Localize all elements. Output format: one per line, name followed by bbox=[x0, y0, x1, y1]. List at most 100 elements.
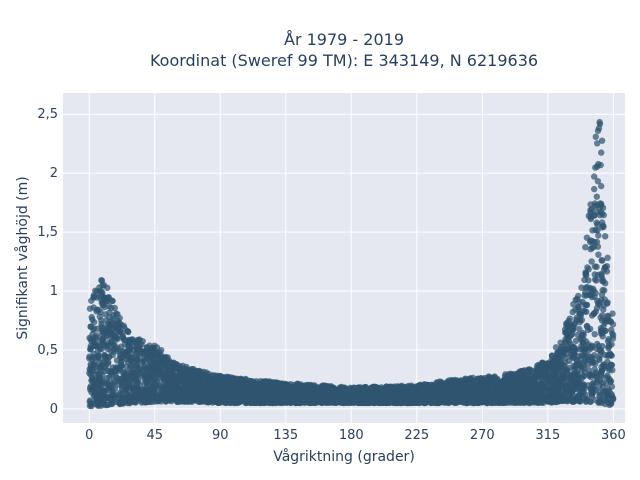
scatter-point bbox=[607, 318, 614, 325]
scatter-point bbox=[117, 359, 125, 366]
scatter-point bbox=[580, 352, 587, 359]
scatter-point bbox=[583, 322, 591, 330]
scatter-point bbox=[592, 226, 599, 233]
scatter-point bbox=[582, 244, 589, 251]
scatter-point bbox=[529, 367, 537, 374]
scatter-point bbox=[103, 317, 110, 324]
scatter-point bbox=[98, 362, 105, 369]
scatter-point bbox=[609, 367, 616, 374]
scatter-point bbox=[86, 402, 94, 410]
scatter-point bbox=[583, 292, 590, 299]
scatter-point bbox=[316, 384, 323, 392]
scatter-point bbox=[569, 354, 577, 361]
scatter-point bbox=[449, 393, 456, 401]
scatter-point bbox=[599, 222, 607, 229]
scatter-point bbox=[488, 390, 496, 398]
scatter-point bbox=[99, 338, 106, 345]
scatter-point bbox=[91, 318, 98, 326]
scatter-point bbox=[136, 336, 143, 343]
scatter-point bbox=[590, 310, 598, 317]
scatter-point bbox=[582, 284, 589, 292]
scatter-point bbox=[591, 185, 598, 193]
scatter-point bbox=[577, 336, 585, 344]
scatter-point bbox=[595, 232, 602, 239]
scatter-point bbox=[599, 275, 606, 282]
scatter-point bbox=[108, 304, 115, 312]
scatter-point bbox=[582, 271, 589, 278]
scatter-point bbox=[591, 271, 598, 278]
scatter-point bbox=[129, 367, 136, 375]
scatter-point bbox=[162, 363, 170, 370]
scatter-point bbox=[555, 349, 562, 357]
scatter-point bbox=[598, 149, 605, 156]
scatter-point bbox=[592, 133, 599, 140]
scatter-point bbox=[484, 386, 492, 394]
scatter-point bbox=[542, 394, 549, 401]
scatter-point bbox=[116, 352, 124, 360]
scatter-point bbox=[575, 306, 582, 313]
scatter-point bbox=[602, 233, 609, 240]
scatter-point bbox=[573, 314, 580, 322]
scatter-point bbox=[98, 328, 106, 335]
scatter-point bbox=[171, 395, 178, 402]
scatter-point bbox=[594, 297, 601, 304]
scatter-point bbox=[93, 294, 100, 301]
scatter-point bbox=[597, 314, 604, 321]
scatter-point bbox=[604, 312, 611, 319]
scatter-point bbox=[224, 397, 231, 404]
scatter-point bbox=[164, 354, 171, 361]
scatter-point bbox=[148, 347, 155, 354]
chart-title-line1: År 1979 - 2019 bbox=[284, 30, 404, 49]
scatter-point bbox=[587, 201, 594, 208]
scatter-point bbox=[88, 313, 95, 321]
scatter-point bbox=[510, 379, 517, 386]
scatter-point bbox=[515, 374, 522, 381]
scatter-point bbox=[588, 258, 595, 265]
scatter-point bbox=[456, 388, 464, 396]
scatter-point bbox=[421, 381, 428, 388]
scatter-point bbox=[87, 323, 94, 330]
scatter-point bbox=[420, 393, 428, 400]
scatter-point bbox=[561, 365, 569, 373]
scatter-point bbox=[386, 399, 393, 406]
scatter-point bbox=[598, 373, 605, 380]
scatter-point bbox=[521, 376, 528, 383]
scatter-point bbox=[108, 381, 115, 388]
scatter-point bbox=[119, 334, 127, 341]
scatter-point bbox=[582, 346, 589, 353]
scatter-point bbox=[588, 206, 595, 213]
scatter-point bbox=[608, 341, 615, 348]
scatter-point bbox=[501, 381, 508, 388]
scatter-point bbox=[453, 384, 460, 391]
scatter-point bbox=[600, 302, 608, 309]
scatter-point bbox=[593, 193, 600, 200]
scatter-point bbox=[549, 352, 556, 359]
scatter-point bbox=[321, 382, 328, 390]
scatter-point bbox=[112, 310, 120, 317]
scatter-point bbox=[123, 369, 130, 376]
scatter-point bbox=[594, 178, 602, 185]
scatter-point bbox=[609, 310, 616, 317]
scatter-point bbox=[124, 327, 131, 335]
scatter-point bbox=[116, 375, 123, 383]
scatter-point bbox=[567, 373, 575, 380]
scatter-point bbox=[146, 364, 153, 371]
scatter-point bbox=[579, 329, 587, 337]
scatter-point bbox=[91, 371, 98, 379]
scatter-point bbox=[478, 387, 485, 395]
scatter-point bbox=[309, 391, 316, 398]
scatter-point bbox=[593, 238, 601, 246]
scatter-point bbox=[594, 140, 601, 147]
scatter-point bbox=[149, 370, 157, 377]
scatter-point bbox=[596, 118, 603, 126]
scatter-point bbox=[101, 352, 108, 359]
scatter-point bbox=[90, 361, 97, 368]
scatter-point bbox=[86, 305, 94, 312]
scatter-point bbox=[96, 343, 103, 350]
scatter-point bbox=[153, 344, 161, 351]
scatter-point bbox=[585, 212, 592, 220]
scatter-point bbox=[109, 320, 116, 327]
scatter-point bbox=[490, 377, 498, 384]
scatter-point bbox=[598, 367, 605, 374]
scatter-point bbox=[365, 399, 372, 406]
